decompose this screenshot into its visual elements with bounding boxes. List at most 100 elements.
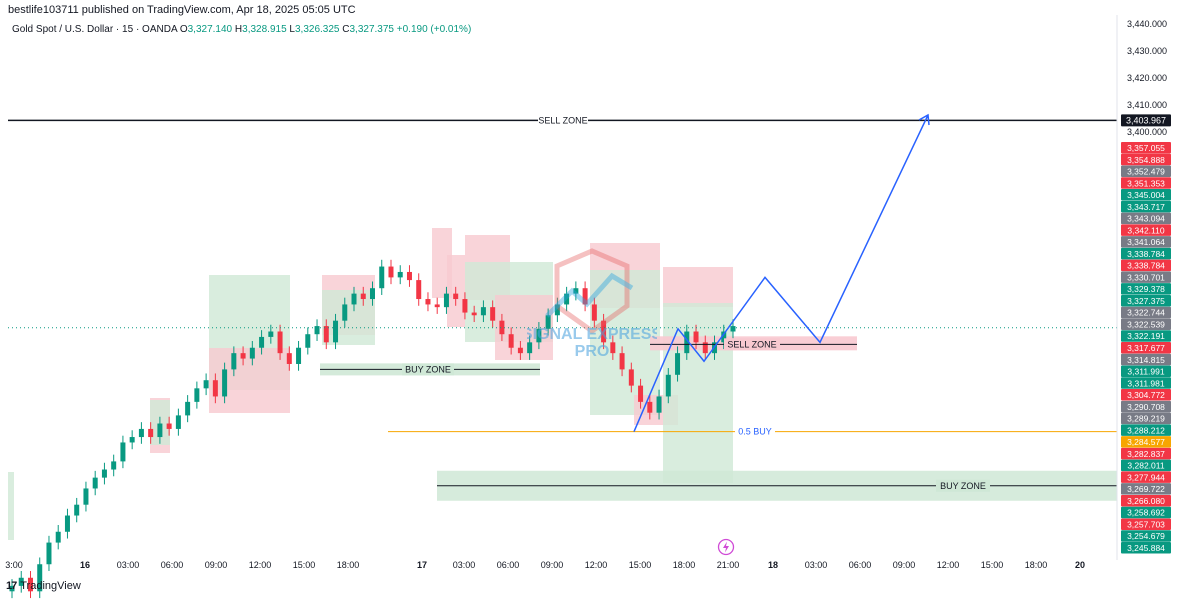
- price-label-badge: [1121, 114, 1171, 127]
- price-label-text: 3,304.772: [1127, 390, 1165, 400]
- price-label-badge: [1121, 189, 1171, 201]
- time-tick-label: 06:00: [161, 560, 184, 570]
- candle-body: [425, 299, 431, 305]
- candle-body: [222, 369, 228, 397]
- price-label-badge: [1121, 542, 1171, 554]
- time-tick-label: 15:00: [629, 560, 652, 570]
- time-tick-label: 09:00: [541, 560, 564, 570]
- price-label-badge: [1121, 518, 1171, 530]
- price-label-badge: [1121, 153, 1171, 166]
- low-value: 3,326.325: [294, 24, 340, 35]
- price-label-text: 3,317.677: [1127, 343, 1165, 353]
- tradingview-brand[interactable]: 17 TradingView: [6, 580, 81, 592]
- candle-body: [601, 320, 607, 343]
- time-tick-label: 12:00: [249, 560, 272, 570]
- candle-body: [628, 369, 634, 386]
- price-label-text: 3,345.004: [1127, 190, 1165, 200]
- price-label-badge: [1121, 236, 1171, 248]
- price-label-badge: [1121, 294, 1171, 307]
- candle-body: [721, 331, 727, 343]
- time-tick-label: 09:00: [205, 560, 228, 570]
- candle-body: [379, 266, 385, 289]
- price-tick-label: 3,400.000: [1127, 127, 1167, 137]
- trade-box: [209, 348, 290, 413]
- candle-body: [268, 331, 274, 337]
- candle-body: [656, 396, 662, 413]
- candle-body: [480, 307, 486, 316]
- time-axis[interactable]: 3:00 16 03:00 06:00 09:00 12:00 15:00 18:00 17 03…: [5, 560, 1085, 570]
- price-label-badge: [1121, 165, 1171, 178]
- time-tick-label: 18: [768, 560, 778, 570]
- price-label-text: 3,351.353: [1127, 178, 1165, 188]
- candle-body: [277, 331, 283, 354]
- time-tick-label: 21:00: [717, 560, 740, 570]
- time-tick-label: 17: [417, 560, 427, 570]
- candle-body: [83, 488, 89, 505]
- candle-body: [730, 326, 736, 332]
- price-label-badge: [1121, 259, 1171, 272]
- trade-box: [322, 290, 375, 345]
- time-tick-label: 03:00: [453, 560, 476, 570]
- time-tick-label: 03:00: [117, 560, 140, 570]
- time-tick-label: 16: [80, 560, 90, 570]
- symbol-legend: Gold Spot / U.S. Dollar · 15 · OANDA O3,…: [12, 24, 471, 35]
- lines-layer: SELL ZONE SELL ZONE BUY ZONE BUY ZONE 0.5 BU…: [8, 113, 1117, 492]
- change-value: +0.190 (+0.01%): [396, 24, 472, 35]
- lightning-icon[interactable]: [717, 538, 735, 556]
- candle-body: [675, 353, 681, 375]
- candle-body: [517, 347, 523, 354]
- price-label-text: 3,322.539: [1127, 319, 1165, 329]
- time-tick-label: 06:00: [849, 560, 872, 570]
- sell-zone-mid-label-bg: [724, 338, 780, 351]
- time-tick-label: 18:00: [673, 560, 696, 570]
- publisher-line: bestlife103711 published on TradingView.…: [8, 4, 356, 16]
- candle-body: [148, 428, 154, 438]
- low-label: L: [289, 24, 295, 35]
- signal-express-logo: SIGNAL EXPRESS PRO: [522, 246, 662, 366]
- projection-path: [633, 114, 929, 432]
- candle-body: [619, 353, 625, 370]
- fib-label-bg: [735, 425, 775, 438]
- candle-body: [305, 334, 311, 348]
- candle-body: [37, 564, 43, 592]
- candle-body: [64, 515, 70, 532]
- price-label-badge: [1121, 365, 1171, 378]
- buy-zone-mid-label-bg: [402, 363, 454, 376]
- buy-zone-mid-label: BUY ZONE: [405, 364, 451, 374]
- price-label-badge: [1121, 412, 1171, 425]
- price-label-badge: [1121, 506, 1171, 519]
- price-label-text: 3,330.701: [1127, 272, 1165, 282]
- price-label-text: 3,266.080: [1127, 496, 1165, 506]
- price-label-badge: [1121, 494, 1171, 507]
- time-tick-label: 15:00: [293, 560, 316, 570]
- time-tick-label: 18:00: [1025, 560, 1048, 570]
- candle-body: [323, 326, 329, 343]
- candle-body: [101, 469, 107, 478]
- open-value: 3,327.140: [187, 24, 233, 35]
- candle-body: [508, 334, 514, 348]
- candle-body: [545, 315, 551, 329]
- candles-layer: [9, 259, 736, 599]
- price-label-badge: [1121, 177, 1171, 189]
- candle-body: [406, 271, 412, 281]
- price-label-badge: [1121, 400, 1171, 413]
- price-label-text: 3,311.981: [1127, 378, 1164, 388]
- price-label-badge: [1121, 318, 1171, 330]
- candle-body: [462, 299, 468, 313]
- candle-body: [582, 288, 588, 305]
- buy-zone-low-label: BUY ZONE: [940, 481, 986, 491]
- time-tick-label: 18:00: [337, 560, 360, 570]
- candle-body: [259, 336, 265, 348]
- candle-body: [240, 353, 246, 359]
- candle-body: [286, 353, 292, 364]
- trade-box: [590, 270, 660, 415]
- price-label-badge: [1121, 330, 1171, 342]
- price-label-badge: [1121, 306, 1171, 319]
- price-label-badge: [1121, 471, 1171, 483]
- time-tick-label: 03:00: [805, 560, 828, 570]
- price-label-badge: [1121, 142, 1171, 154]
- candle-body: [194, 388, 200, 402]
- candle-body: [342, 304, 348, 321]
- price-axis[interactable]: 3,440.000 3,430.000 3,420.000 3,410.000 3,40…: [1116, 15, 1171, 560]
